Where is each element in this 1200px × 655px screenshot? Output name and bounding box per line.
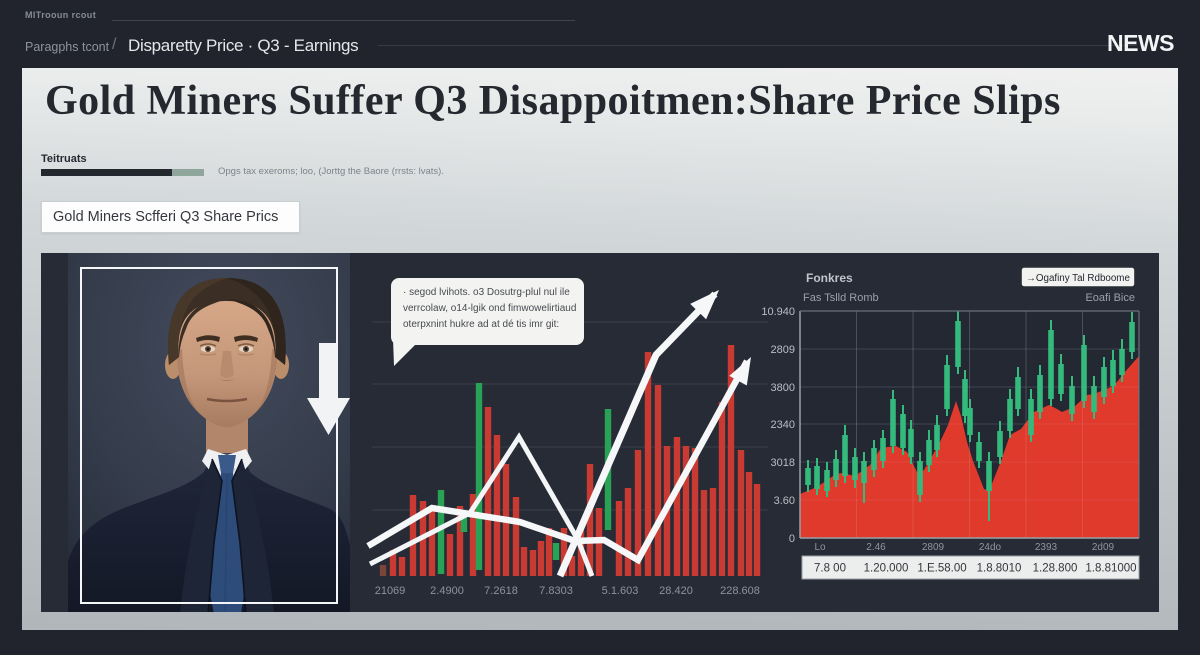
svg-text:2.46: 2.46 bbox=[866, 542, 886, 553]
svg-text:3.60: 3.60 bbox=[774, 495, 795, 507]
svg-text:2809: 2809 bbox=[771, 344, 795, 356]
svg-text:7.8 00: 7.8 00 bbox=[814, 563, 846, 575]
svg-text:Fas Tslld Romb: Fas Tslld Romb bbox=[803, 292, 879, 304]
svg-text:Lo: Lo bbox=[814, 542, 826, 553]
svg-text:verrcolaw, o14-lgik ond fimwow: verrcolaw, o14-lgik ond fimwowelirtiaud bbox=[403, 303, 576, 314]
svg-text:2393: 2393 bbox=[1035, 542, 1058, 553]
svg-text:Eoafi Bice: Eoafi Bice bbox=[1085, 292, 1135, 304]
svg-text:28.420: 28.420 bbox=[659, 585, 693, 597]
svg-text:24do: 24do bbox=[979, 542, 1002, 553]
svg-text:1.8.81000: 1.8.81000 bbox=[1085, 563, 1136, 575]
svg-text:2340: 2340 bbox=[771, 419, 795, 431]
svg-text:7.2618: 7.2618 bbox=[484, 585, 518, 597]
svg-text:3018: 3018 bbox=[771, 457, 795, 469]
svg-text:7.8303: 7.8303 bbox=[539, 585, 573, 597]
svg-text:2d09: 2d09 bbox=[1092, 542, 1115, 553]
svg-text:→Ogafiny Tal Rdboome: →Ogafiny Tal Rdboome bbox=[1026, 273, 1130, 284]
svg-text:10.940: 10.940 bbox=[761, 306, 795, 318]
svg-text:1.28.800: 1.28.800 bbox=[1033, 563, 1078, 575]
svg-text:· segod lvihots. o3 Dosutrg-pl: · segod lvihots. o3 Dosutrg-plul nul ile bbox=[403, 287, 570, 298]
svg-text:1.E.58.00: 1.E.58.00 bbox=[917, 563, 966, 575]
svg-text:2.4900: 2.4900 bbox=[430, 585, 464, 597]
svg-text:1.8.8010: 1.8.8010 bbox=[977, 563, 1022, 575]
svg-text:Fonkres: Fonkres bbox=[806, 271, 853, 285]
svg-text:21069: 21069 bbox=[375, 585, 406, 597]
svg-text:2809: 2809 bbox=[922, 542, 945, 553]
svg-text:5.1.603: 5.1.603 bbox=[602, 585, 639, 597]
svg-text:3800: 3800 bbox=[771, 382, 795, 394]
svg-text:1.20.000: 1.20.000 bbox=[864, 563, 909, 575]
svg-text:0: 0 bbox=[789, 533, 795, 545]
svg-text:228.608: 228.608 bbox=[720, 585, 760, 597]
svg-text:oterpxnint hukre ad at dé tis: oterpxnint hukre ad at dé tis imr git: bbox=[403, 319, 559, 330]
